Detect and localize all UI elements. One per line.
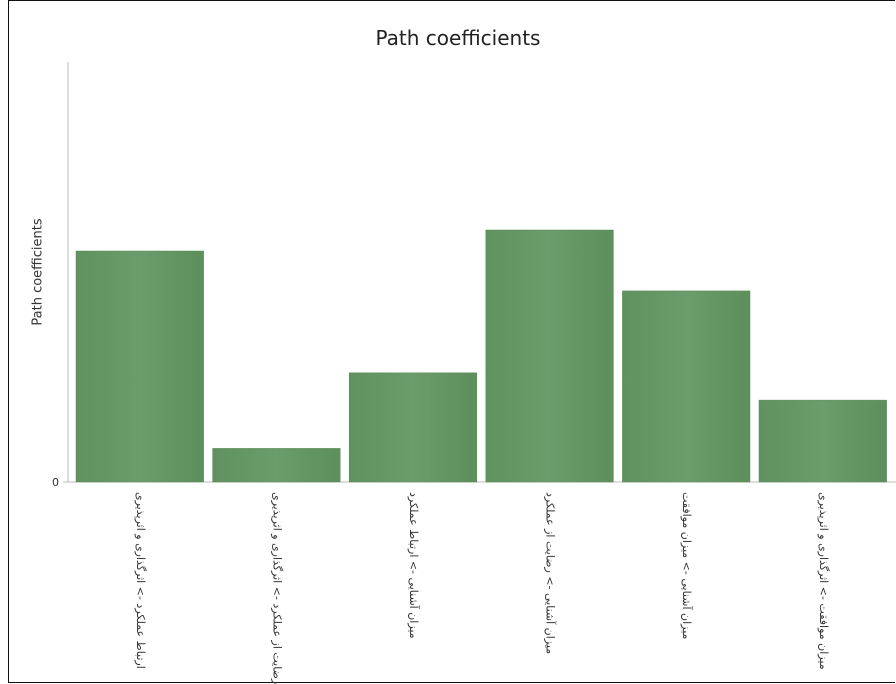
category-label-2: رضایت از عملکرد -> اثرگذاری و اثرپذیری [270,492,283,684]
category-label-6: میزان موافقت -> اثرگذاری و اثرپذیری [817,492,830,670]
category-label-4: میزان آشنایی -> رضایت از عملکرد [544,492,558,654]
bar-6 [758,399,887,483]
category-label-3: میزان آشنایی -> ارتباط عملکرد [407,492,421,639]
bar-3 [348,372,478,483]
category-label-5: میزان آشنایی -> میزان موافقت [680,492,694,640]
bar-5 [622,290,751,483]
category-label-1: ارتباط عملکرد -> اثرگذاری و اثرپذیری [134,492,147,669]
chart-title: Path coefficients [375,26,541,50]
y-tick-label: 0 [52,476,59,489]
bar-4 [485,229,614,483]
bar-1 [75,250,204,483]
bar-2 [212,448,341,483]
